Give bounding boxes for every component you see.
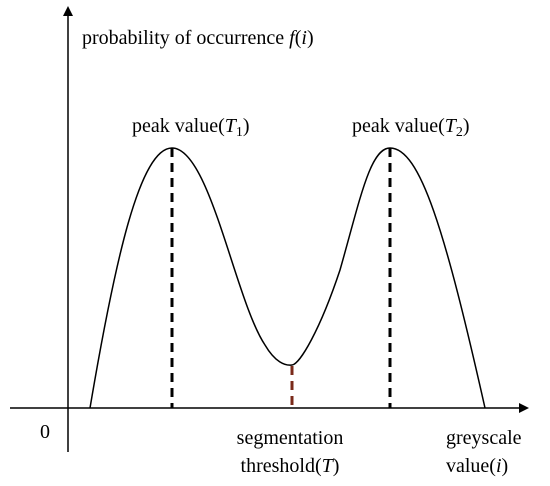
label-part: (	[295, 27, 302, 49]
distribution-curve	[89, 147, 486, 409]
label-part: peak value(	[132, 115, 225, 137]
label-part: i	[496, 455, 502, 477]
label-part: )	[243, 115, 250, 137]
x-axis-label: value(i)	[446, 455, 508, 477]
label-part: threshold(	[241, 455, 322, 477]
label-part: T	[322, 455, 335, 477]
label-part: T	[445, 115, 458, 137]
origin-label: 0	[40, 421, 50, 443]
label-part: f	[289, 27, 297, 49]
threshold-label: segmentation	[237, 427, 344, 449]
label-part: peak value(	[352, 115, 445, 137]
label-part: )	[463, 115, 470, 137]
label-part: )	[502, 455, 509, 477]
label-part: i	[301, 27, 307, 49]
x-axis-label: greyscale	[446, 427, 522, 449]
label-part: probability of occurrence	[82, 27, 289, 49]
y-axis-label: probability of occurrence f(i)	[82, 27, 314, 49]
label-part: value(	[446, 455, 496, 477]
label-part: )	[307, 27, 314, 49]
threshold-label: threshold(T)	[241, 455, 340, 477]
peak-1-label: peak value(T1)	[132, 115, 250, 140]
label-part: 2	[456, 125, 463, 140]
label-part: 1	[236, 125, 243, 140]
peak-2-label: peak value(T2)	[352, 115, 470, 140]
label-part: T	[225, 115, 238, 137]
label-part: )	[333, 455, 340, 477]
